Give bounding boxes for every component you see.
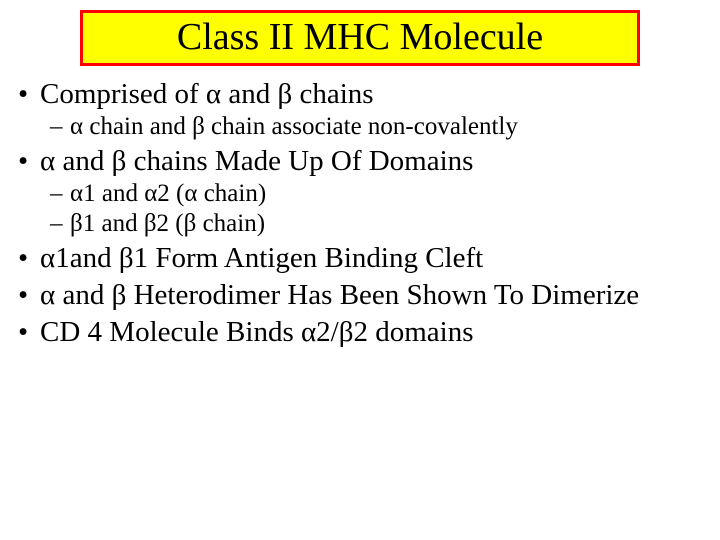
sub-list: α1 and α2 (α chain) β1 and β2 (β chain) — [40, 180, 720, 238]
bullet-text: α1and β1 Form Antigen Binding Cleft — [40, 242, 483, 274]
list-item: α and β Heterodimer Has Been Shown To Di… — [40, 279, 720, 312]
list-item: CD 4 Molecule Binds α2/β2 domains — [40, 316, 720, 349]
bullet-text: α and β chains Made Up Of Domains — [40, 145, 473, 177]
bullet-text: α and β Heterodimer Has Been Shown To Di… — [40, 279, 639, 311]
list-item: α and β chains Made Up Of Domains α1 and… — [40, 145, 720, 238]
sub-list-item: α chain and β chain associate non-covale… — [70, 113, 720, 141]
list-item: α1and β1 Form Antigen Binding Cleft — [40, 242, 720, 275]
bullet-text: CD 4 Molecule Binds α2/β2 domains — [40, 316, 474, 348]
bullet-list: Comprised of α and β chains α chain and … — [0, 78, 720, 349]
sub-bullet-text: α1 and α2 (α chain) — [70, 180, 266, 207]
sub-list-item: β1 and β2 (β chain) — [70, 210, 720, 238]
sub-list-item: α1 and α2 (α chain) — [70, 180, 720, 208]
sub-list: α chain and β chain associate non-covale… — [40, 113, 720, 141]
sub-bullet-text: α chain and β chain associate non-covale… — [70, 113, 518, 140]
bullet-text: Comprised of α and β chains — [40, 78, 374, 110]
sub-bullet-text: β1 and β2 (β chain) — [70, 210, 265, 237]
slide: Class II MHC Molecule Comprised of α and… — [0, 0, 720, 540]
title-box: Class II MHC Molecule — [80, 10, 640, 66]
list-item: Comprised of α and β chains α chain and … — [40, 78, 720, 141]
slide-title: Class II MHC Molecule — [177, 17, 543, 59]
